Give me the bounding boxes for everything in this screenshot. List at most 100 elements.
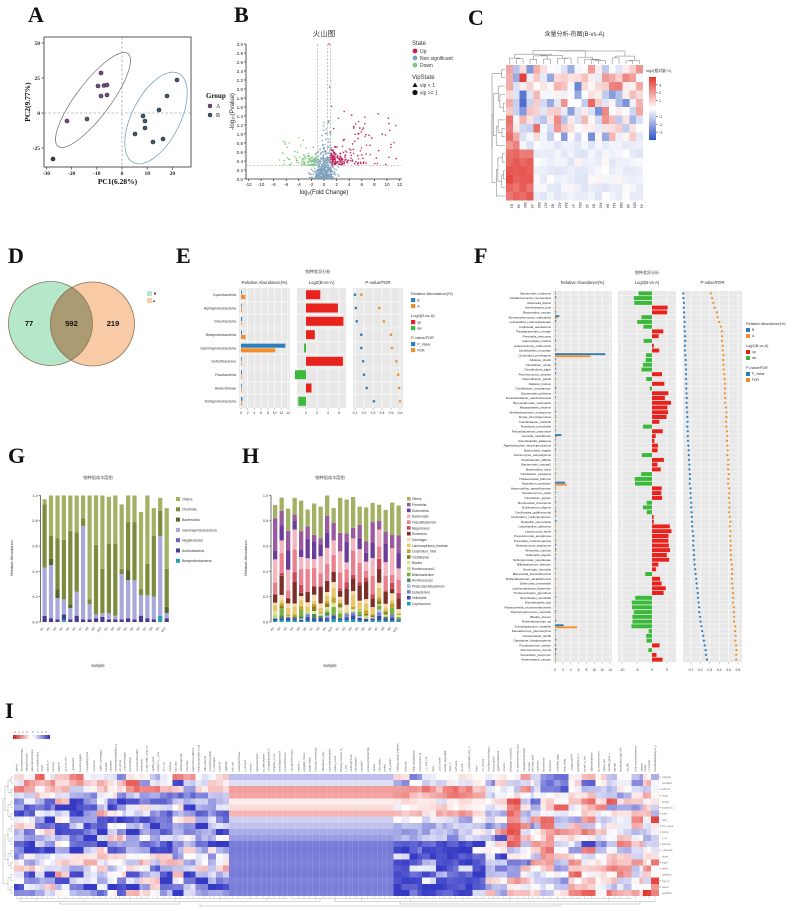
svg-text:A16: A16: [598, 203, 602, 209]
svg-text:foi_u_ao: foi_u_ao: [163, 762, 166, 772]
svg-text:scmsilcb: scmsilcb: [105, 762, 108, 772]
svg-text:Actinobacteria: Actinobacteria: [182, 549, 204, 553]
svg-text:nlcormuotr: nlcormuotr: [93, 760, 96, 771]
svg-text:H: H: [242, 443, 259, 468]
svg-text:robip_moiutgilgleats: robip_moiutgilgleats: [413, 749, 416, 771]
svg-text:6: 6: [260, 411, 262, 415]
svg-text:tp_shnpeooudocns: tp_shnpeooudocns: [597, 751, 600, 772]
svg-text:2: 2: [659, 91, 661, 95]
svg-text:Coprococcus: Coprococcus: [412, 602, 431, 606]
svg-text:oafeuf: oafeuf: [41, 765, 44, 772]
svg-text:A5: A5: [296, 626, 302, 632]
svg-text:bsbnp: bsbnp: [662, 831, 669, 834]
svg-text:0.2: 0.2: [263, 595, 268, 599]
svg-text:Relative Abundance(%): Relative Abundance(%): [746, 322, 786, 326]
svg-text:sm_rmbtflmdmbnd: sm_rmbtflmdmbnd: [36, 751, 39, 771]
svg-text:issfirgrcf_n__ucfm: issfirgrcf_n__ucfm: [157, 752, 160, 771]
svg-text:B5: B5: [129, 626, 135, 632]
svg-text:B: B: [752, 328, 755, 332]
svg-text:-log₁₀(Pvalue): -log₁₀(Pvalue): [230, 93, 236, 130]
svg-text:Non significant: Non significant: [420, 56, 453, 62]
svg-text:8: 8: [373, 182, 376, 187]
svg-text:uuiccgplphlpodinoh_h: uuiccgplphlpodinoh_h: [268, 748, 271, 772]
svg-text:Stenotrophomonas_maltophilia: Stenotrophomonas_maltophilia: [508, 315, 551, 319]
svg-text:P_Value: P_Value: [417, 342, 430, 346]
svg-text:1.8: 1.8: [237, 96, 244, 101]
svg-text:A9: A9: [90, 626, 96, 632]
svg-text:2.2: 2.2: [237, 78, 244, 83]
svg-text:A2: A2: [276, 626, 282, 632]
svg-text:Megasphaera_elsdenii: Megasphaera_elsdenii: [520, 406, 551, 410]
svg-text:Oscillospira_guilliermondii: Oscillospira_guilliermondii: [515, 510, 551, 514]
svg-text:14: 14: [286, 411, 290, 415]
svg-text:uiusg: uiusg: [662, 794, 668, 797]
svg-text:Ruminococcus_torques: Ruminococcus_torques: [519, 372, 552, 376]
svg-text:i_hfueutrtd: i_hfueutrtd: [648, 759, 651, 771]
svg-text:-5: -5: [635, 668, 638, 672]
svg-text:Hespellia_stercorisuis: Hespellia_stercorisuis: [521, 520, 552, 524]
svg-text:-2: -2: [309, 182, 314, 187]
svg-text:6: 6: [361, 182, 364, 187]
svg-text:gcpfdolrs: gcpfdolrs: [662, 892, 673, 895]
svg-text:-12: -12: [245, 182, 252, 187]
svg-text:hrdrcuuutbedt: hrdrcuuutbedt: [492, 756, 495, 771]
svg-text:Ruthenibacterium_sp: Ruthenibacterium_sp: [522, 620, 552, 624]
svg-text:B18: B18: [619, 203, 623, 209]
svg-text:rtdldhelcgcltds_bl: rtdldhelcgcltds_bl: [419, 753, 422, 772]
svg-text:0.6: 0.6: [398, 411, 403, 415]
svg-text:lffoim: lffoim: [476, 766, 479, 772]
svg-text:eitibl_rubfoddp: eitibl_rubfoddp: [204, 755, 207, 771]
svg-text:Blautia: Blautia: [412, 561, 422, 565]
svg-text:A: A: [417, 304, 420, 308]
svg-text:0.3: 0.3: [707, 668, 712, 672]
svg-text:B19: B19: [564, 203, 568, 209]
svg-text:-20: -20: [68, 171, 76, 177]
svg-text:Ruminococcus_bromii: Ruminococcus_bromii: [521, 648, 552, 652]
svg-text:10: 10: [592, 668, 596, 672]
svg-text:Fusobacterium_varium: Fusobacterium_varium: [520, 644, 552, 648]
svg-text:Brevundimonas_vesicularis: Brevundimonas_vesicularis: [513, 401, 551, 405]
svg-text:B2: B2: [110, 626, 116, 632]
svg-text:B1: B1: [103, 626, 109, 632]
svg-text:0.6: 0.6: [32, 545, 37, 549]
svg-text:Gammaproteobacteria: Gammaproteobacteria: [200, 346, 236, 350]
svg-text:leslmoua: leslmoua: [169, 761, 172, 771]
svg-text:iacostnudgggpui: iacostnudgggpui: [79, 754, 82, 772]
svg-text:mcpfirft_c: mcpfirft_c: [297, 760, 300, 771]
svg-text:Bacteroides_caccae: Bacteroides_caccae: [523, 311, 551, 315]
svg-text:updudlo_h: updudlo_h: [47, 760, 50, 772]
svg-text:ngofenaos: ngofenaos: [536, 760, 539, 772]
svg-text:ucdgmcd_r: ucdgmcd_r: [662, 807, 674, 810]
svg-text:Streptococcus_oralis: Streptococcus_oralis: [522, 491, 551, 495]
svg-text:A9: A9: [322, 626, 328, 632]
svg-text:物种差异分析: 物种差异分析: [305, 268, 330, 275]
svg-text:poelaie_oagfsuplpb: poelaie_oagfsuplpb: [444, 750, 447, 771]
svg-text:deltcasn: deltcasn: [662, 843, 672, 846]
svg-text:1.6: 1.6: [237, 105, 244, 110]
svg-text:0: 0: [32, 730, 34, 734]
svg-text:Sporobacter_termitidis: Sporobacter_termitidis: [520, 596, 551, 600]
svg-text:ln_umfaditpct: ln_umfaditpct: [213, 757, 216, 772]
svg-text:tftgcu_: tftgcu_: [432, 764, 435, 772]
svg-text:12: 12: [397, 182, 403, 187]
svg-text:e_rapo_nbttp__gnao_ru: e_rapo_nbttp__gnao_ru: [146, 745, 149, 771]
svg-text:8: 8: [267, 411, 269, 415]
svg-text:A4: A4: [289, 626, 295, 632]
svg-text:msildigsbchhupme: msildigsbchhupme: [238, 751, 241, 771]
svg-text:Eisenbergiella_tayi: Eisenbergiella_tayi: [525, 601, 551, 605]
svg-text:Relative Abundance(%): Relative Abundance(%): [242, 280, 288, 285]
svg-text:A10: A10: [96, 626, 103, 633]
svg-text:Catabacter_hongkongensis: Catabacter_hongkongensis: [513, 639, 551, 643]
svg-text:Gemmiger_formicilis: Gemmiger_formicilis: [523, 567, 552, 571]
svg-text:bscfusng: bscfusng: [52, 761, 55, 771]
svg-text:sample: sample: [323, 663, 337, 668]
svg-text:B8: B8: [148, 626, 154, 632]
svg-text:B8: B8: [380, 626, 386, 632]
svg-text:Eubacterium_eligens: Eubacterium_eligens: [522, 506, 551, 510]
svg-text:B1: B1: [509, 204, 513, 208]
svg-text:Methylobacterium_extorquens: Methylobacterium_extorquens: [510, 410, 552, 414]
svg-text:Dialister_invisus: Dialister_invisus: [529, 382, 552, 386]
svg-text:Weissella_confusa: Weissella_confusa: [525, 548, 551, 552]
svg-text:P-value/FDR: P-value/FDR: [365, 280, 390, 285]
svg-text:Negativicutes: Negativicutes: [182, 539, 203, 543]
